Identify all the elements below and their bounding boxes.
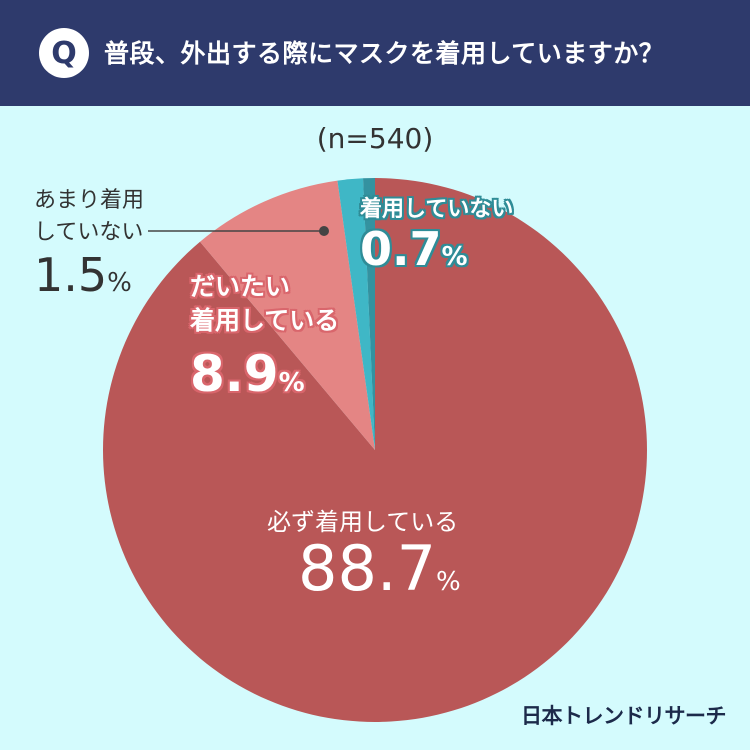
value-always-wear-number: 88.7 xyxy=(298,532,437,605)
value-not-wear-number: 0.7 xyxy=(360,222,442,276)
value-rarely-wear-unit: % xyxy=(107,268,132,298)
slice-not-wear xyxy=(363,178,375,450)
value-not-wear: 0.7% xyxy=(360,222,468,276)
label-rarely-wear-line2: していない xyxy=(34,220,144,245)
value-rarely-wear-number: 1.5 xyxy=(34,248,108,302)
question-text: 普段、外出する際にマスクを着用していますか？ xyxy=(104,39,665,68)
label-mostly-wear: だいたい 着用している xyxy=(190,270,339,338)
label-always-wear: 必ず着用している xyxy=(267,502,458,537)
label-not-wear-name: 着用していない xyxy=(360,197,514,222)
label-always-wear-name: 必ず着用している xyxy=(267,508,459,536)
value-mostly-wear-unit: % xyxy=(278,368,305,398)
label-mostly-wear-line2: 着用している xyxy=(190,306,340,335)
value-not-wear-unit: % xyxy=(441,242,468,272)
label-mostly-wear-line1: だいたい xyxy=(190,272,291,301)
value-always-wear-unit: % xyxy=(436,567,461,597)
leader-dot xyxy=(319,226,329,236)
value-always-wear: 88.7% xyxy=(298,532,461,605)
sample-size: (n=540) xyxy=(316,122,434,155)
q-badge: Q xyxy=(39,28,89,78)
slice-always-wear xyxy=(102,178,648,723)
label-rarely-wear-line1: あまり着用 xyxy=(34,188,145,213)
slice-rarely-wear xyxy=(337,178,375,450)
label-not-wear: 着用していない xyxy=(360,191,513,223)
value-mostly-wear-number: 8.9 xyxy=(190,345,279,403)
question-header: Q 普段、外出する際にマスクを着用していますか？ xyxy=(0,0,750,106)
value-rarely-wear: 1.5% xyxy=(34,248,132,302)
brand-logo: 日本トレンドリサーチ xyxy=(521,704,727,728)
label-rarely-wear: あまり着用 していない xyxy=(34,185,144,249)
value-mostly-wear: 8.9% xyxy=(190,345,305,403)
slice-mostly-wear xyxy=(200,180,375,450)
